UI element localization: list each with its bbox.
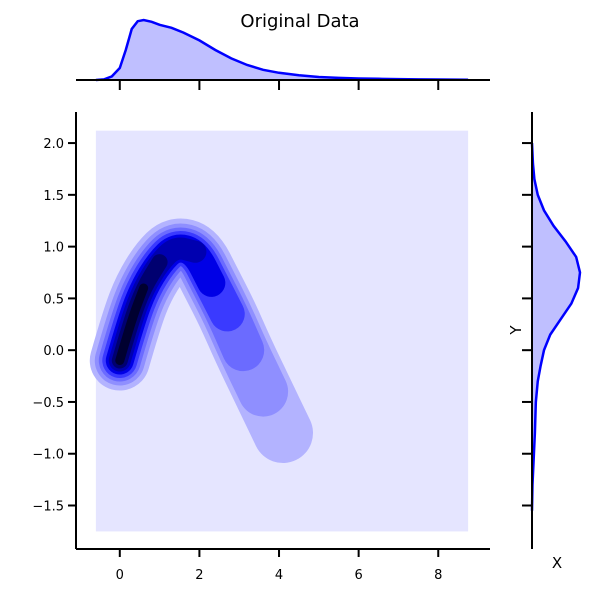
y-tick-label: 0.0 <box>43 344 64 359</box>
marginal-y-fill <box>532 143 580 511</box>
x-tick-label: 0 <box>116 568 124 583</box>
y-tick-label: 1.5 <box>43 189 64 204</box>
y-tick-label: −0.5 <box>32 396 64 411</box>
kde-contour-level-8 <box>115 283 149 366</box>
x-axis-label: X <box>552 554 562 572</box>
x-tick-label: 2 <box>195 568 203 583</box>
chart-title: Original Data <box>240 11 359 32</box>
marginal-x-line <box>95 18 469 82</box>
marginal-x-fill <box>95 20 469 80</box>
x-tick-label: 6 <box>354 568 362 583</box>
x-tick-label: 4 <box>275 568 283 583</box>
y-axis-label: Y <box>507 325 525 336</box>
kde-contours <box>89 218 313 464</box>
y-tick-label: −1.5 <box>32 500 64 515</box>
marginal-y-line <box>530 143 582 511</box>
x-tick-label: 8 <box>434 568 442 583</box>
y-tick-label: 1.0 <box>43 241 64 256</box>
marginal-x-density <box>76 18 490 90</box>
y-tick-label: −1.0 <box>32 448 64 463</box>
y-tick-label: 2.0 <box>43 137 64 152</box>
marginal-y-density <box>522 112 582 549</box>
y-tick-label: 0.5 <box>43 292 64 307</box>
joint-axes: 0 2 4 6 8 −1.5 −1.0 −0.5 0.0 0.5 1.0 1.5 2.0 <box>32 112 490 583</box>
